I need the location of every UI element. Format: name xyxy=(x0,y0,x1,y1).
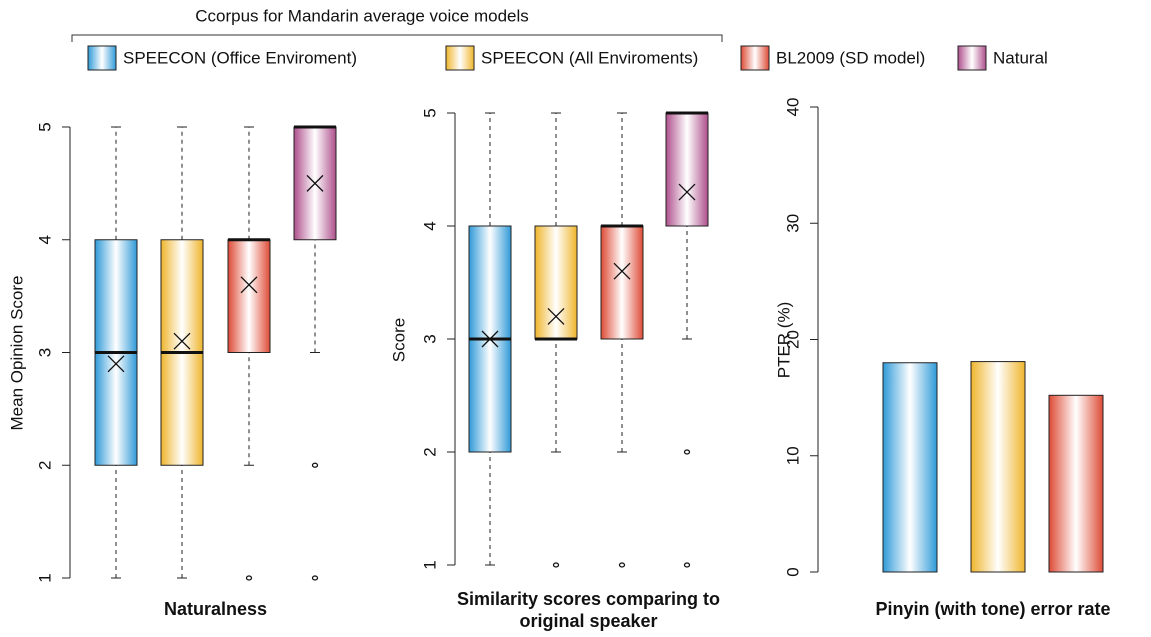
y-axis-label: Mean Opinion Score xyxy=(7,276,26,431)
y-axis-label: Score xyxy=(389,318,408,362)
y-tick-label: 30 xyxy=(783,214,802,233)
bar xyxy=(970,361,1026,573)
legend-label: Natural xyxy=(993,48,1048,67)
box xyxy=(600,225,644,340)
y-tick-label: 40 xyxy=(783,98,802,117)
y-tick-label: 1 xyxy=(35,573,54,582)
mean-marker xyxy=(613,262,631,280)
legend-swatch xyxy=(445,45,475,71)
outlier xyxy=(552,562,560,568)
bar xyxy=(1048,394,1104,573)
mean-marker xyxy=(107,355,125,373)
panel-title: Naturalness xyxy=(163,599,268,619)
legend-label: BL2009 (SD model) xyxy=(776,48,925,67)
legend-label: SPEECON (All Enviroments) xyxy=(481,48,698,67)
y-tick-label: 5 xyxy=(420,108,439,117)
panel-title: Similarity scores comparing to original … xyxy=(456,589,721,631)
y-axis-label: PTER (%) xyxy=(774,302,793,379)
y-tick-label: 5 xyxy=(35,122,54,131)
mean-marker xyxy=(173,332,191,350)
y-tick-label: 1 xyxy=(420,560,439,569)
panel-title: Pinyin (with tone) error rate xyxy=(875,599,1111,619)
y-tick-label: 2 xyxy=(420,447,439,456)
mean-marker xyxy=(306,174,324,192)
y-tick-label: 0 xyxy=(783,567,802,576)
mean-marker xyxy=(240,276,258,294)
y-tick-label: 2 xyxy=(35,461,54,470)
outlier xyxy=(683,562,691,568)
outlier xyxy=(245,575,253,581)
y-tick-label: 20 xyxy=(783,330,802,349)
outlier xyxy=(311,575,319,581)
y-tick-label: 4 xyxy=(35,235,54,244)
box xyxy=(534,225,578,340)
legend-label: SPEECON (Office Enviroment) xyxy=(123,48,357,67)
box xyxy=(665,112,709,227)
box xyxy=(227,239,271,353)
y-tick-label: 10 xyxy=(783,446,802,465)
outlier xyxy=(311,462,319,468)
legend-swatch xyxy=(87,45,117,71)
bracket xyxy=(71,34,723,42)
mean-marker xyxy=(678,183,696,201)
bar xyxy=(882,362,938,573)
y-tick-label: 3 xyxy=(35,348,54,357)
mean-marker xyxy=(547,307,565,325)
mean-marker xyxy=(481,330,499,348)
legend-swatch xyxy=(957,45,987,71)
y-tick-label: 3 xyxy=(420,334,439,343)
y-tick-label: 4 xyxy=(420,221,439,230)
legend-swatch xyxy=(740,45,770,71)
header-title: Ccorpus for Mandarin average voice model… xyxy=(195,6,529,25)
outlier xyxy=(618,562,626,568)
outlier xyxy=(683,449,691,455)
